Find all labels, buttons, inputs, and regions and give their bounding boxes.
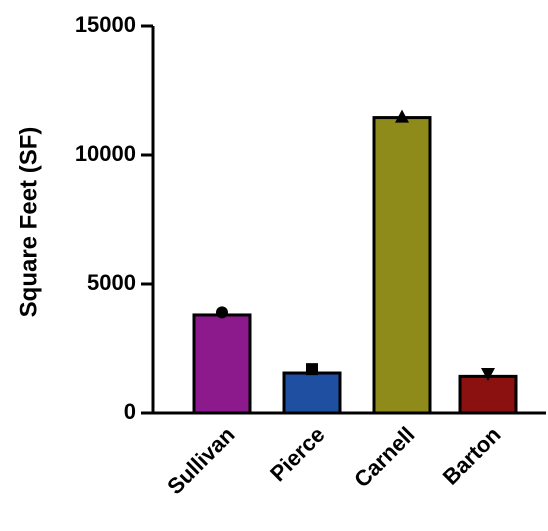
bar-pierce — [282, 371, 342, 415]
y-axis-ticks: 0 5000 10000 15000 — [75, 12, 153, 424]
y-tick-label: 5000 — [87, 270, 136, 295]
data-point-pierce — [306, 363, 318, 376]
x-axis-labels: Sullivan Pierce Carnell Barton — [162, 422, 505, 499]
data-points — [216, 109, 495, 382]
data-point-sullivan — [216, 306, 228, 319]
x-tick-label: Barton — [438, 422, 506, 490]
bar-carnell — [372, 116, 432, 415]
data-point-barton — [481, 368, 495, 382]
bars — [192, 116, 518, 415]
y-axis-title: Square Feet (SF) — [15, 127, 42, 318]
y-tick-label: 0 — [124, 399, 136, 424]
bar-barton — [458, 374, 518, 415]
bar-sullivan — [192, 313, 252, 415]
x-tick-label: Sullivan — [162, 422, 239, 499]
data-point-carnell — [395, 109, 409, 123]
y-tick-label: 15000 — [75, 12, 136, 37]
x-tick-label: Carnell — [349, 422, 419, 492]
x-tick-label: Pierce — [265, 422, 329, 486]
y-tick-label: 10000 — [75, 141, 136, 166]
